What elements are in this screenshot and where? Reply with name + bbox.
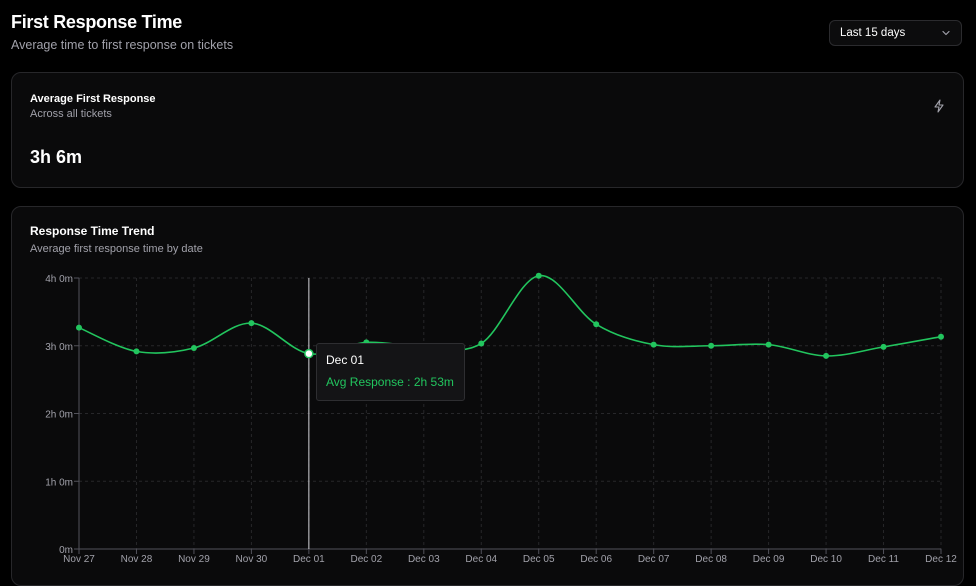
- y-tick-label: 4h 0m: [45, 274, 73, 285]
- kpi-title: Average First Response: [30, 93, 156, 105]
- data-point[interactable]: [535, 272, 542, 279]
- chevron-down-icon: [942, 30, 950, 36]
- x-tick-label: Dec 04: [465, 554, 497, 565]
- y-tick-label: 3h 0m: [45, 342, 73, 353]
- y-tick-label: 0m: [59, 545, 73, 556]
- x-tick-label: Dec 09: [753, 554, 785, 565]
- x-tick-label: Dec 11: [868, 554, 899, 565]
- kpi-subtitle: Across all tickets: [30, 108, 112, 120]
- x-tick-label: Dec 01: [293, 554, 325, 565]
- trend-subtitle: Average first response time by date: [30, 243, 203, 255]
- trend-title: Response Time Trend: [30, 224, 155, 238]
- x-tick-label: Dec 10: [810, 554, 842, 565]
- page-title: First Response Time: [11, 12, 183, 32]
- y-tick-label: 2h 0m: [45, 410, 73, 421]
- data-point-active[interactable]: [304, 348, 314, 359]
- x-tick-label: Dec 08: [695, 554, 727, 565]
- tooltip-amount: 2h 53m: [413, 375, 454, 389]
- kpi-value: 3h 6m: [30, 147, 83, 167]
- data-point[interactable]: [190, 345, 197, 352]
- x-tick-label: Nov 27: [63, 554, 95, 565]
- date-range-select[interactable]: Last 15 days: [829, 20, 962, 46]
- data-point[interactable]: [478, 340, 485, 347]
- date-range-value: Last 15 days: [840, 27, 906, 39]
- data-point[interactable]: [593, 321, 600, 328]
- data-point[interactable]: [133, 348, 140, 355]
- data-point[interactable]: [248, 320, 255, 327]
- x-tick-label: Nov 30: [236, 554, 268, 565]
- data-point[interactable]: [938, 333, 944, 340]
- x-tick-label: Nov 28: [121, 554, 153, 565]
- series-line: [78, 274, 942, 357]
- tooltip-value: Avg Response : 2h 53m: [326, 375, 454, 389]
- data-point[interactable]: [765, 341, 772, 348]
- x-tick-label: Dec 02: [350, 554, 382, 565]
- tooltip-label: Avg Response: [326, 375, 404, 389]
- chart-tooltip: Dec 01 Avg Response : 2h 53m: [316, 343, 465, 401]
- lightning-icon: [934, 99, 944, 113]
- data-point[interactable]: [76, 324, 82, 331]
- x-tick-label: Dec 12: [925, 554, 957, 565]
- x-tick-label: Dec 07: [638, 554, 670, 565]
- x-tick-label: Nov 29: [178, 554, 210, 565]
- tooltip-date: Dec 01: [326, 353, 365, 367]
- data-point[interactable]: [823, 352, 830, 359]
- data-point[interactable]: [708, 342, 715, 349]
- data-point[interactable]: [650, 341, 657, 348]
- x-tick-label: Dec 03: [408, 554, 440, 565]
- page-subtitle: Average time to first response on ticket…: [11, 38, 234, 52]
- y-tick-label: 1h 0m: [45, 477, 73, 488]
- data-point[interactable]: [880, 343, 887, 350]
- x-tick-label: Dec 05: [523, 554, 555, 565]
- x-tick-label: Dec 06: [580, 554, 612, 565]
- kpi-card: Average First Response Across all ticket…: [11, 72, 964, 188]
